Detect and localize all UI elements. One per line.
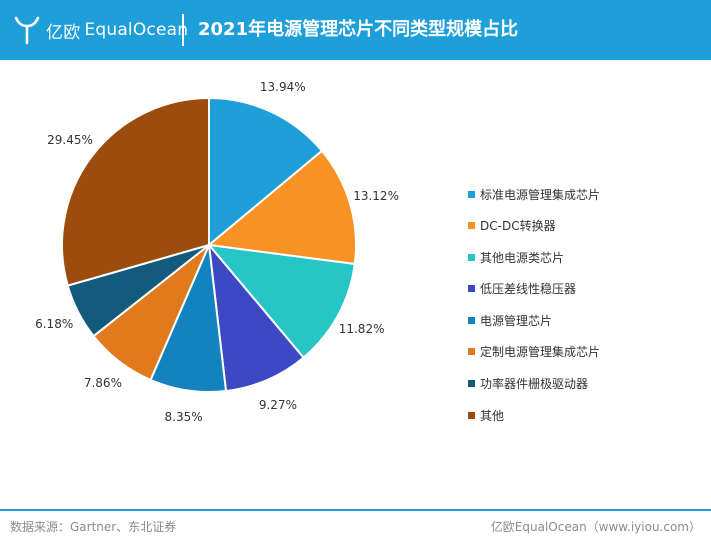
legend-swatch: [468, 411, 475, 419]
pie-data-label: 7.86%: [83, 375, 122, 390]
source-note: 数据来源：Gartner、东北证券: [10, 520, 177, 534]
legend-item: 标准电源管理集成芯片: [468, 186, 600, 202]
header-bar: 亿欧 EqualOcean 2021年电源管理芯片不同类型规模占比: [0, 0, 711, 60]
legend-swatch: [468, 285, 475, 293]
legend-swatch: [468, 380, 475, 388]
chart-legend: 标准电源管理集成芯片 DC-DC转换器 其他电源类芯片 低压差线性稳压器 电源管理芯片定…: [468, 186, 600, 439]
brand-logo: 亿欧 EqualOcean: [14, 14, 188, 46]
pie-slice: [206, 243, 356, 359]
pie-data-label: 6.18%: [35, 317, 74, 332]
pie-slice: [208, 96, 324, 248]
pie-data-label: 11.82%: [338, 321, 385, 336]
legend-item: 电源管理芯片: [468, 312, 600, 328]
legend-label: DC-DC转换器: [480, 219, 556, 234]
legend-item: 其他电源类芯片: [468, 249, 600, 265]
pie-chart: [61, 96, 357, 393]
page-title: 2021年电源管理芯片不同类型规模占比: [198, 19, 519, 40]
legend-label: 电源管理芯片: [480, 313, 553, 328]
legend-label: 定制电源管理集成芯片: [480, 345, 601, 360]
legend-swatch: [468, 316, 475, 324]
legend-swatch: [468, 190, 475, 198]
pie-data-label: 9.27%: [258, 397, 297, 412]
pie-data-label: 29.45%: [47, 133, 93, 148]
legend-swatch: [468, 348, 475, 356]
footer-divider: [0, 509, 711, 511]
legend-item: 功率器件栅极驱动器: [468, 376, 600, 392]
legend-item: 其他: [468, 407, 600, 423]
pie-data-label: 13.12%: [353, 189, 399, 204]
pie-slice: [61, 96, 210, 287]
legend-label: 功率器件栅极驱动器: [480, 377, 589, 392]
legend-item: 低压差线性稳压器: [468, 281, 600, 297]
credit-note: 亿欧EqualOcean（www.iyiou.com）: [490, 520, 701, 534]
legend-label: 标准电源管理集成芯片: [480, 187, 601, 202]
legend-item: DC-DC转换器: [468, 218, 600, 234]
pie-data-label: 13.94%: [259, 80, 306, 95]
pie-slice: [207, 241, 305, 393]
legend-swatch: [468, 222, 475, 230]
legend-item: 定制电源管理集成芯片: [468, 344, 600, 360]
brand-en: EqualOcean: [84, 20, 189, 40]
pie-slice: [206, 149, 357, 266]
legend-swatch: [468, 253, 475, 261]
pie-data-label: 8.35%: [164, 410, 203, 425]
legend-label: 低压差线性稳压器: [480, 282, 577, 297]
equalocean-logo-icon: [14, 16, 40, 45]
header-divider: [182, 14, 184, 46]
brand-cn: 亿欧: [46, 22, 81, 43]
legend-label: 其他电源类芯片: [480, 250, 565, 265]
legend-label: 其他: [480, 408, 505, 423]
